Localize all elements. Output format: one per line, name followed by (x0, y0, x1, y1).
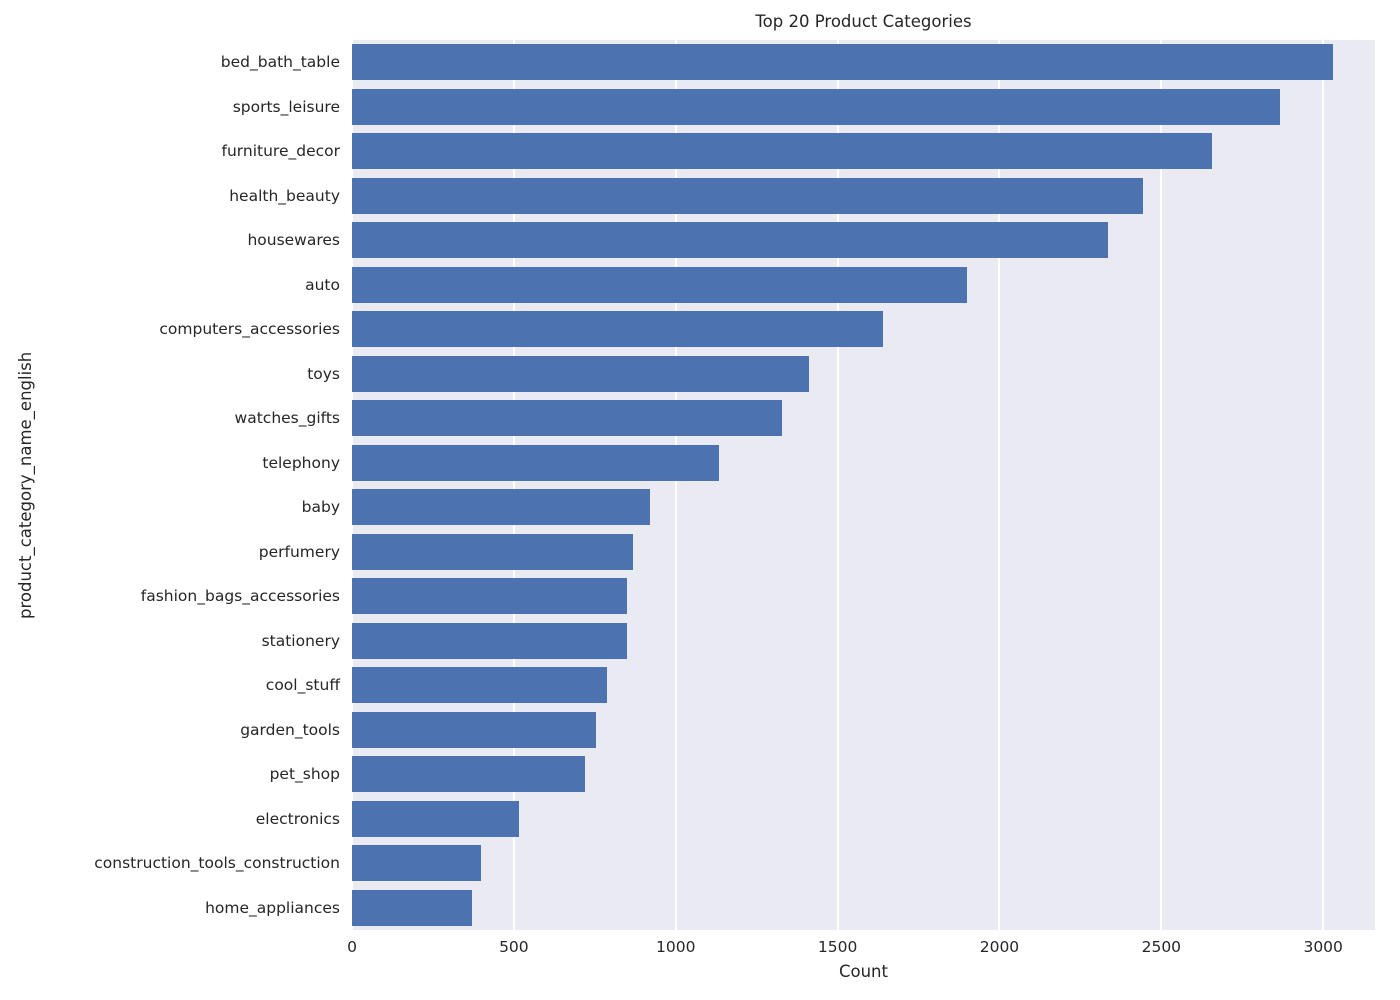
bar-cool_stuff (352, 667, 608, 704)
x-tick-label: 2000 (979, 938, 1020, 956)
plot-area (352, 40, 1375, 930)
bar-baby (352, 489, 650, 526)
bar-stationery (352, 622, 627, 659)
bar-furniture_decor (352, 133, 1213, 170)
gridline (836, 40, 839, 930)
gridline (1160, 40, 1163, 930)
bar-computers_accessories (352, 311, 883, 348)
y-tick-label: watches_gifts (234, 409, 340, 428)
y-tick-label: home_appliances (205, 898, 340, 917)
chart-title: Top 20 Product Categories (755, 12, 972, 31)
y-tick-label: baby (301, 498, 340, 517)
bar-telephony (352, 444, 720, 481)
bar-sports_leisure (352, 88, 1281, 125)
y-tick-label: sports_leisure (232, 97, 340, 116)
x-tick-label: 500 (499, 938, 529, 956)
y-tick-label: telephony (262, 453, 340, 472)
y-tick-label: electronics (255, 809, 340, 828)
bar-electronics (352, 800, 520, 837)
y-tick-label: bed_bath_table (220, 53, 340, 72)
bar-fashion_bags_accessories (352, 578, 627, 615)
x-tick-label: 1500 (817, 938, 858, 956)
y-tick-label: cool_stuff (265, 676, 340, 695)
x-tick-label: 1000 (655, 938, 696, 956)
bar-watches_gifts (352, 400, 783, 437)
y-tick-labels: bed_bath_table sports_leisure furniture_de… (0, 40, 340, 930)
y-tick-label: auto (305, 275, 340, 294)
y-tick-label: housewares (247, 231, 340, 250)
x-tick-labels: 0 500 1000 1500 2000 2500 3000 (347, 938, 1375, 960)
bar-garden_tools (352, 711, 596, 748)
y-tick-label: pet_shop (269, 765, 340, 784)
x-axis-label: Count (838, 962, 888, 981)
bar-construction_tools_construction (352, 845, 482, 882)
y-tick-label: furniture_decor (221, 142, 340, 161)
gridline (1322, 40, 1325, 930)
bar-pet_shop (352, 756, 585, 793)
bar-perfumery (352, 533, 633, 570)
bar-housewares (352, 222, 1108, 259)
gridline (674, 40, 677, 930)
y-tick-label: construction_tools_construction (94, 854, 340, 873)
bar-bed_bath_table (352, 44, 1333, 81)
gridline (352, 40, 353, 930)
bar-home_appliances (352, 889, 472, 926)
y-tick-label: garden_tools (240, 720, 340, 739)
y-tick-label: perfumery (258, 542, 340, 561)
y-tick-label: toys (307, 364, 340, 383)
bar-health_beauty (352, 177, 1144, 214)
gridline (998, 40, 1001, 930)
x-tick-label: 0 (347, 938, 357, 956)
y-tick-label: health_beauty (229, 186, 340, 205)
x-tick-label: 3000 (1303, 938, 1343, 956)
y-tick-label: stationery (261, 631, 340, 650)
x-tick-label: 2500 (1141, 938, 1182, 956)
y-tick-label: fashion_bags_accessories (140, 587, 340, 606)
bar-auto (352, 266, 968, 303)
y-tick-label: computers_accessories (159, 320, 340, 339)
bar-toys (352, 355, 809, 392)
gridline (512, 40, 515, 930)
